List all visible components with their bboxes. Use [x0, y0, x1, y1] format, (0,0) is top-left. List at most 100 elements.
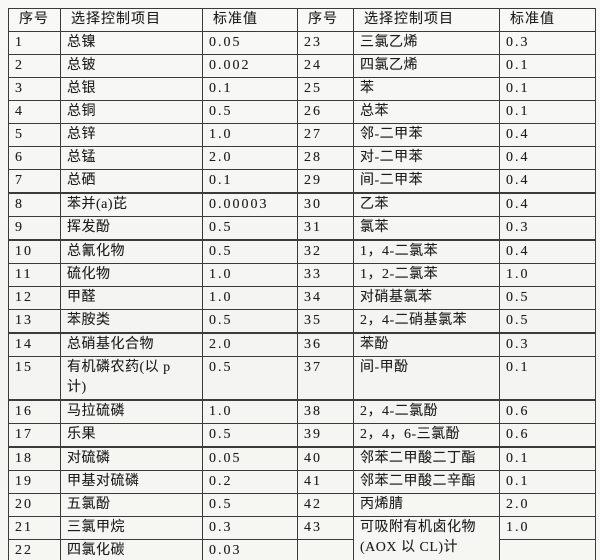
table-row: 7 总硒 0.1 29 间-二甲苯 0.4	[8, 169, 596, 194]
table-cell: 乙苯	[353, 192, 500, 217]
table-row: 5 总锌 1.0 27 邻-二甲苯 0.4	[8, 123, 596, 147]
table-cell: 36	[297, 332, 354, 357]
table-cell: 乐果	[60, 423, 203, 448]
table-cell: 2，4，6-三氯酚	[353, 423, 500, 448]
table-cell: 0.5	[499, 286, 596, 310]
table-cell: 总镍	[60, 31, 203, 55]
table-cell: 0.5	[202, 239, 298, 264]
table-cell: 0.4	[499, 192, 596, 217]
table-cell: 2.0	[499, 493, 596, 517]
table-cell: 甲醛	[60, 286, 203, 310]
table-cell: 0.3	[499, 216, 596, 241]
table-cell: 14	[8, 332, 61, 357]
table-cell: 0.05	[202, 446, 298, 471]
table-row: 15 有机磷农药(以 p 计) 0.5 37 间-甲酚 0.1	[8, 356, 596, 401]
table-cell: 26	[297, 100, 354, 124]
table-cell: 1.0	[499, 516, 596, 540]
table-cell: 0.1	[499, 356, 596, 401]
table-cell: 三氯乙烯	[353, 31, 500, 55]
table-cell: 挥发酚	[60, 216, 203, 241]
table-cell: 0.03	[202, 539, 298, 560]
table-cell: 28	[297, 146, 354, 170]
table-cell: 甲基对硫磷	[60, 470, 203, 494]
table-cell: 0.1	[202, 169, 298, 194]
table-cell: 2，4-二硝基氯苯	[353, 309, 500, 334]
table-cell: 总氰化物	[60, 239, 203, 264]
table-cell: 0.5	[202, 309, 298, 334]
table-cell: 0.3	[499, 332, 596, 357]
table-cell: 22	[8, 539, 61, 560]
table-cell: 苯并(a)芘	[60, 192, 203, 217]
table-cell: 邻-二甲苯	[353, 123, 500, 147]
table-cell: 马拉硫磷	[60, 399, 203, 424]
table-cell: 总锌	[60, 123, 203, 147]
table-cell: 0.00003	[202, 192, 298, 217]
table-cell: 氯苯	[353, 216, 500, 241]
table-cell: 0.4	[499, 239, 596, 264]
table-cell: 17	[8, 423, 61, 448]
table-cell: 40	[297, 446, 354, 471]
table-cell: 19	[8, 470, 61, 494]
table-cell: 0.1	[202, 77, 298, 101]
table-cell: 0.6	[499, 423, 596, 448]
table-cell: 0.5	[202, 100, 298, 124]
table-cell: 0.1	[499, 446, 596, 471]
table-cell: 四氯化碳	[60, 539, 203, 560]
table-cell: 对硫磷	[60, 446, 203, 471]
table-cell: 对硝基氯苯	[353, 286, 500, 310]
table-row: 21 三氯甲烷 0.3 43 可吸附有机卤化物 (AOX 以 CL)计 1.0	[8, 516, 596, 560]
column-header: 选择控制项目	[60, 8, 203, 32]
table-cell: 总锰	[60, 146, 203, 170]
table-cell: 对-二甲苯	[353, 146, 500, 170]
table-cell: 32	[297, 239, 354, 264]
table-row: 6 总锰 2.0 28 对-二甲苯 0.4	[8, 146, 596, 170]
table-cell: 间-二甲苯	[353, 169, 500, 194]
table-cell: 38	[297, 399, 354, 424]
table-row: 8 苯并(a)芘 0.00003 30 乙苯 0.4	[8, 192, 596, 217]
table-cell: 0.3	[202, 516, 298, 540]
table-cell: 23	[297, 31, 354, 55]
table-row: 11 硫化物 1.0 33 1，2-二氯苯 1.0	[8, 263, 596, 287]
table-cell: 15	[8, 356, 61, 401]
table-cell	[499, 539, 596, 560]
table-row: 4 总铜 0.5 26 总苯 0.1	[8, 100, 596, 124]
table-cell: 1.0	[202, 399, 298, 424]
table-cell: 0.4	[499, 169, 596, 194]
table-cell: 24	[297, 54, 354, 78]
table-cell: 总苯	[353, 100, 500, 124]
table-row: 20 五氯酚 0.5 42 丙烯腈 2.0	[8, 493, 596, 517]
table-cell: 0.5	[202, 216, 298, 241]
table-row: 17 乐果 0.5 39 2，4，6-三氯酚 0.6	[8, 423, 596, 448]
table-cell: 0.1	[499, 54, 596, 78]
table-cell: 2	[8, 54, 61, 78]
table-cell: 三氯甲烷	[60, 516, 203, 540]
table-cell: 0.05	[202, 31, 298, 55]
table-cell: 42	[297, 493, 354, 517]
table-cell: 苯酚	[353, 332, 500, 357]
table-cell: 30	[297, 192, 354, 217]
table-cell: 丙烯腈	[353, 493, 500, 517]
table-cell: 0.1	[499, 77, 596, 101]
table-cell: 0.5	[499, 309, 596, 334]
table-row: 22 四氯化碳 0.03	[8, 539, 596, 560]
table-cell: 12	[8, 286, 61, 310]
table-cell: 1.0	[202, 263, 298, 287]
table-cell: 0.6	[499, 399, 596, 424]
table-row: 3 总银 0.1 25 苯 0.1	[8, 77, 596, 101]
table-row: 14 总硝基化合物 2.0 36 苯酚 0.3	[8, 332, 596, 357]
table-row: 16 马拉硫磷 1.0 38 2，4-二氯酚 0.6	[8, 399, 596, 424]
column-header: 序号	[297, 8, 354, 32]
table-cell: 20	[8, 493, 61, 517]
table-cell: 0.4	[499, 123, 596, 147]
table-cell: 0.3	[499, 31, 596, 55]
table-row: 9 挥发酚 0.5 31 氯苯 0.3	[8, 216, 596, 241]
table-cell: 0.2	[202, 470, 298, 494]
table-cell: 7	[8, 169, 61, 194]
table-cell: 0.5	[202, 356, 298, 401]
table-cell: 25	[297, 77, 354, 101]
table-cell: 总银	[60, 77, 203, 101]
standards-table: 序号 选择控制项目 标准值 序号 选择控制项目 标准值 1 总镍 0.05 23 三氯乙烯 0.3 2…	[8, 8, 596, 560]
table-cell: 总铜	[60, 100, 203, 124]
table-cell: 苯	[353, 77, 500, 101]
table-cell: 总硒	[60, 169, 203, 194]
